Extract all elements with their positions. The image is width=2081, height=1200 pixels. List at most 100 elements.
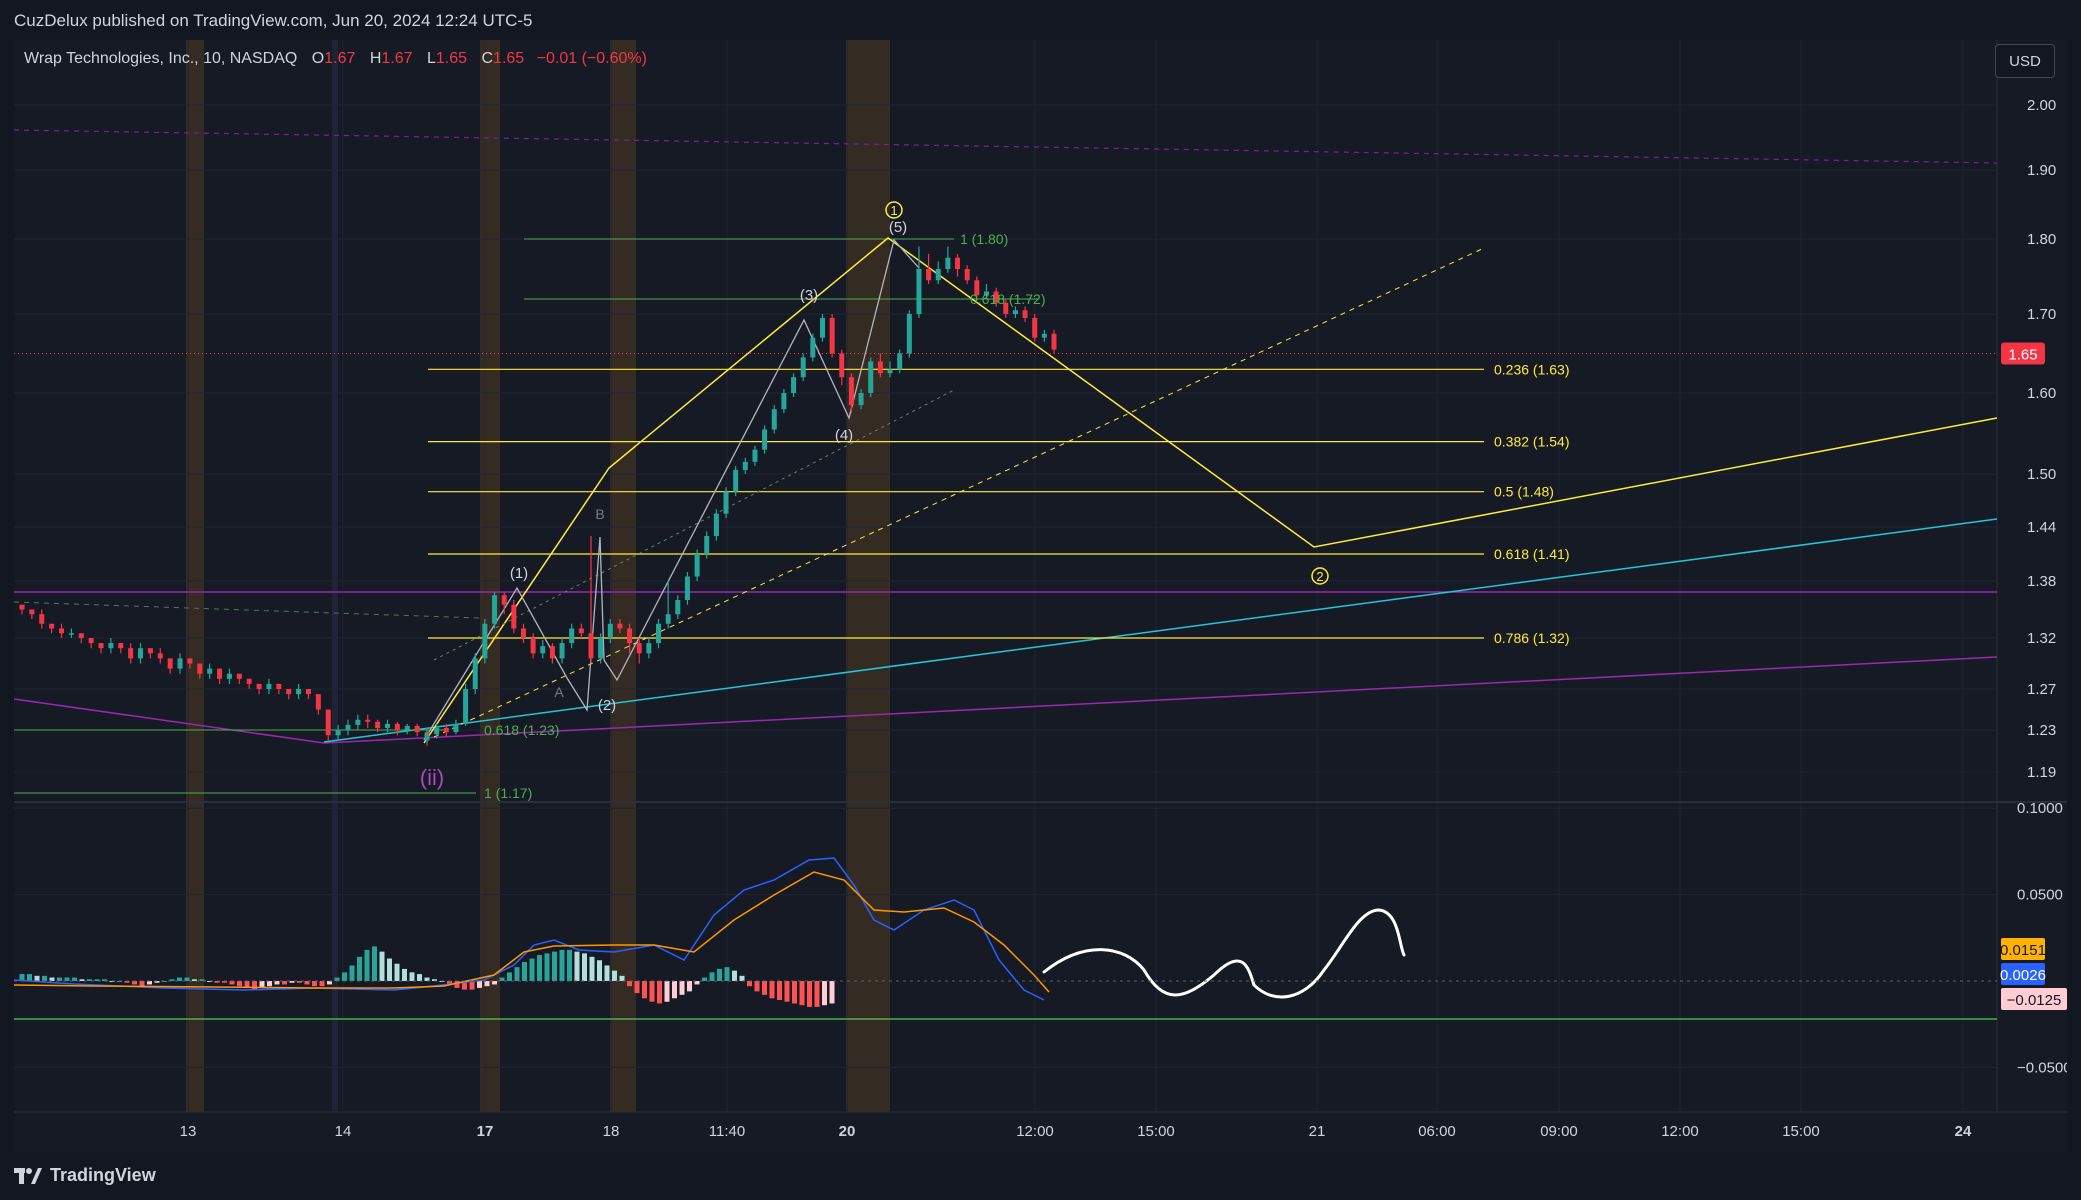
candle[interactable] (147, 648, 153, 659)
candle[interactable] (569, 623, 575, 649)
candle[interactable] (472, 653, 478, 695)
candle[interactable] (197, 663, 203, 679)
candle[interactable] (236, 673, 242, 684)
candle[interactable] (276, 683, 282, 695)
candle[interactable] (266, 678, 272, 695)
candle[interactable] (713, 509, 719, 541)
candle[interactable] (675, 595, 681, 619)
candle[interactable] (1041, 329, 1047, 342)
candle[interactable] (39, 609, 45, 629)
candle[interactable] (781, 389, 787, 414)
candle[interactable] (365, 714, 371, 728)
candle[interactable] (656, 619, 662, 649)
candle[interactable] (829, 314, 835, 358)
candle[interactable] (177, 653, 183, 674)
candle[interactable] (511, 600, 517, 634)
candle[interactable] (983, 284, 989, 299)
candle[interactable] (492, 592, 498, 629)
candle[interactable] (684, 572, 690, 605)
candle[interactable] (964, 265, 970, 284)
candle[interactable] (819, 314, 825, 342)
candle[interactable] (167, 658, 173, 674)
candle[interactable] (1051, 329, 1057, 354)
candle[interactable] (453, 719, 459, 735)
candle[interactable] (559, 638, 565, 664)
candle[interactable] (955, 254, 961, 277)
candle[interactable] (226, 668, 232, 684)
candle[interactable] (305, 689, 311, 700)
candle[interactable] (1012, 306, 1018, 318)
candle[interactable] (345, 719, 351, 736)
candle[interactable] (617, 619, 623, 634)
candle[interactable] (1022, 306, 1028, 322)
candle[interactable] (246, 678, 252, 689)
candle[interactable] (414, 723, 420, 737)
candle[interactable] (315, 694, 321, 715)
candle[interactable] (607, 619, 613, 644)
candle[interactable] (355, 714, 361, 730)
candle[interactable] (993, 287, 999, 307)
candle[interactable] (256, 683, 262, 695)
candle[interactable] (207, 663, 213, 679)
candle[interactable] (752, 445, 758, 466)
candle[interactable] (443, 723, 449, 737)
candles[interactable] (19, 246, 1057, 746)
candle[interactable] (646, 638, 652, 659)
candle[interactable] (636, 638, 642, 664)
candle[interactable] (78, 633, 84, 644)
candle[interactable] (404, 723, 410, 735)
candle[interactable] (848, 373, 854, 414)
candle[interactable] (88, 638, 94, 649)
candle[interactable] (974, 276, 980, 300)
candle[interactable] (128, 643, 134, 664)
candle[interactable] (858, 389, 864, 410)
candle[interactable] (29, 609, 35, 620)
candle[interactable] (906, 310, 912, 358)
candle[interactable] (742, 457, 748, 474)
candle[interactable] (118, 643, 124, 654)
candle[interactable] (501, 592, 507, 615)
candle[interactable] (530, 633, 536, 659)
candle[interactable] (68, 628, 74, 639)
candle[interactable] (540, 640, 546, 659)
candle[interactable] (791, 373, 797, 398)
currency-button[interactable]: USD (1995, 44, 2055, 78)
candle[interactable] (375, 719, 381, 733)
candle[interactable] (800, 353, 806, 382)
candle[interactable] (335, 724, 341, 741)
chart-svg[interactable]: 0.236 (1.63) 0.382 (1.54) 0.5 (1.48) 0.618 … (14, 40, 2067, 1152)
candle[interactable] (762, 425, 768, 454)
candle[interactable] (897, 349, 903, 374)
candle[interactable] (945, 246, 951, 273)
candle[interactable] (733, 465, 739, 497)
candle[interactable] (296, 683, 302, 700)
candle[interactable] (935, 261, 941, 285)
candle[interactable] (59, 623, 65, 638)
candle[interactable] (98, 643, 104, 654)
candle[interactable] (384, 719, 390, 733)
candle[interactable] (598, 633, 604, 664)
candle[interactable] (19, 604, 25, 615)
candle[interactable] (627, 623, 633, 654)
candle[interactable] (887, 361, 893, 378)
candle[interactable] (482, 619, 488, 664)
candle[interactable] (463, 683, 469, 726)
candle[interactable] (520, 623, 526, 644)
candle[interactable] (578, 623, 584, 638)
candle[interactable] (217, 668, 223, 684)
tradingview-logo[interactable]: TradingView (14, 1165, 156, 1186)
candle[interactable] (916, 246, 922, 318)
candle[interactable] (1032, 314, 1038, 342)
candle[interactable] (138, 643, 144, 664)
candle[interactable] (723, 487, 729, 519)
chart-frame[interactable]: 0.236 (1.63) 0.382 (1.54) 0.5 (1.48) 0.618 … (14, 40, 2067, 1152)
candle[interactable] (187, 658, 193, 669)
candle[interactable] (286, 689, 292, 700)
candle[interactable] (434, 723, 440, 739)
candle[interactable] (839, 349, 845, 386)
candle[interactable] (108, 638, 114, 654)
candle[interactable] (588, 536, 594, 664)
candle[interactable] (1003, 299, 1009, 318)
candle[interactable] (926, 254, 932, 284)
candle[interactable] (157, 648, 163, 664)
